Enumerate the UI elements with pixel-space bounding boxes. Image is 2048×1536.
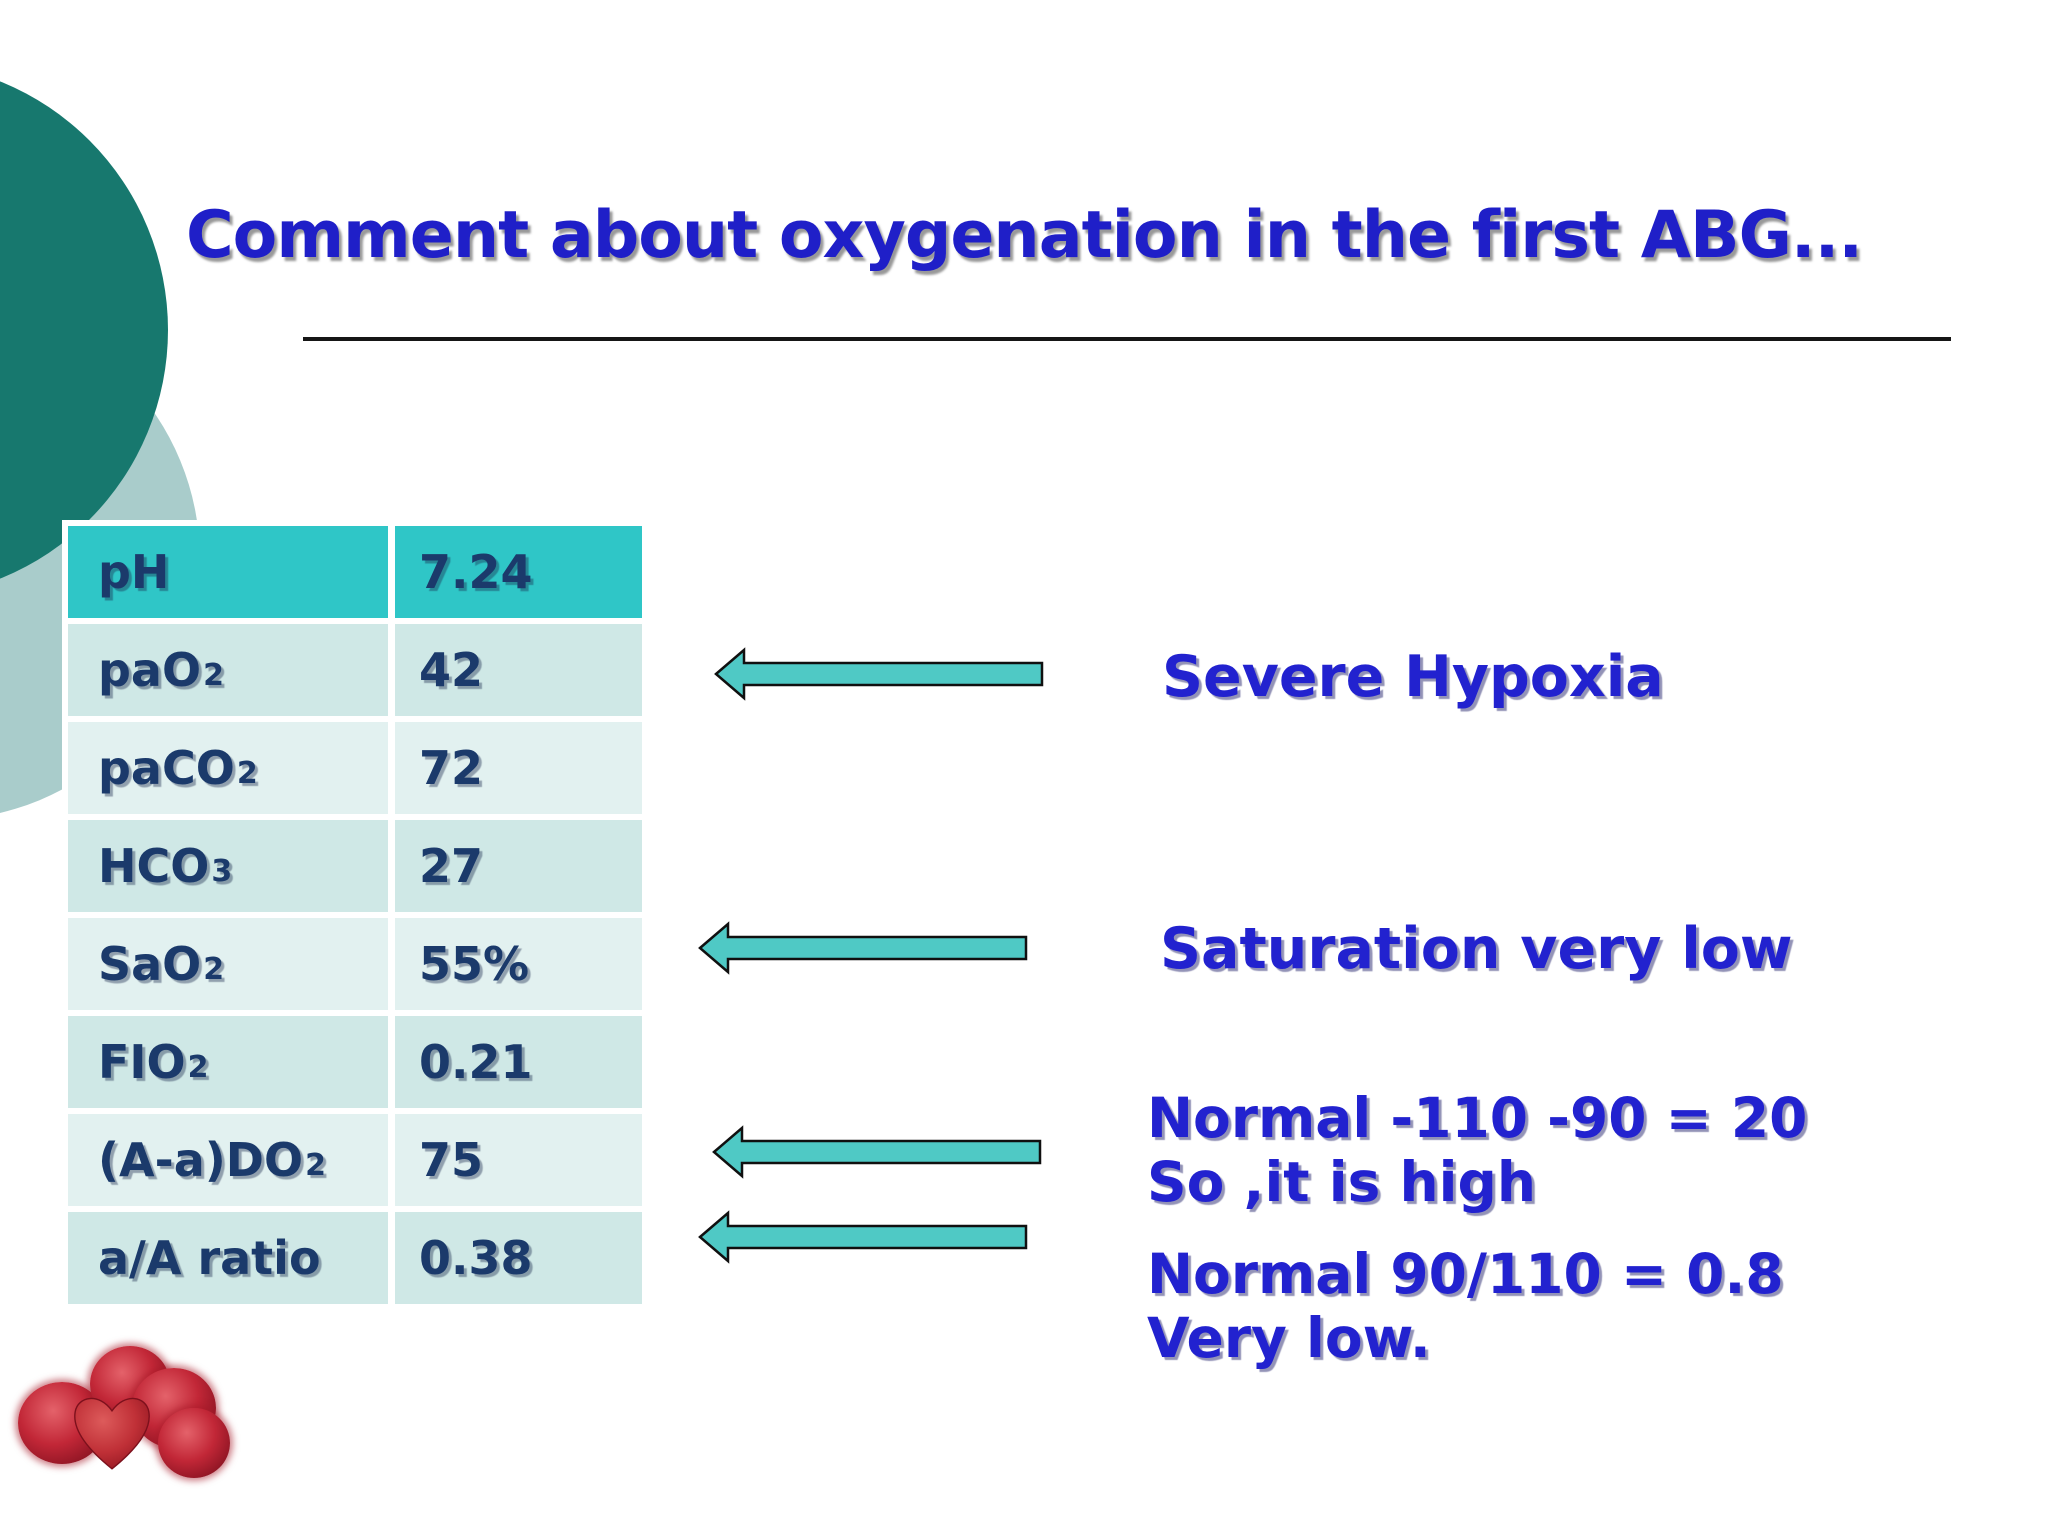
table-cell-value: 72 bbox=[395, 722, 642, 814]
table-cell-value: 27 bbox=[395, 820, 642, 912]
annotation-saturation-very-low: Saturation very low bbox=[1160, 916, 1793, 982]
page-title: Comment about oxygenation in the first A… bbox=[185, 198, 1863, 273]
heart-icon bbox=[74, 1397, 150, 1470]
abg-table: pH 7.24 paO 2 42 paCO 2 72 HCO 3 27 SaO 2 55… bbox=[62, 520, 648, 1310]
table-cell-value: 75 bbox=[395, 1114, 642, 1206]
table-cell-label: a/A ratio bbox=[68, 1212, 388, 1304]
left-arrow-icon bbox=[698, 1210, 1028, 1264]
left-arrow-icon bbox=[712, 1125, 1042, 1179]
table-cell-label: FIO 2 bbox=[68, 1016, 388, 1108]
annotation-ratio: Normal 90/110 = 0.8 Very low. bbox=[1147, 1242, 1784, 1370]
table-cell-value: 42 bbox=[395, 624, 642, 716]
table-cell-label: paCO 2 bbox=[68, 722, 388, 814]
table-cell-value: 0.38 bbox=[395, 1212, 642, 1304]
annotation-severe-hypoxia: Severe Hypoxia bbox=[1162, 644, 1664, 710]
title-underline bbox=[303, 337, 1951, 341]
table-cell-label: SaO 2 bbox=[68, 918, 388, 1010]
table-cell-label: paO 2 bbox=[68, 624, 388, 716]
heart-flowers-image bbox=[10, 1338, 250, 1498]
table-cell-value: 0.21 bbox=[395, 1016, 642, 1108]
table-cell-value: 7.24 bbox=[395, 526, 642, 618]
annotation-line: Normal -110 -90 = 20 bbox=[1147, 1086, 1808, 1150]
annotation-line: So ,it is high bbox=[1147, 1150, 1537, 1214]
annotation-aado2: Normal -110 -90 = 20 So ,it is high bbox=[1147, 1086, 1807, 1214]
table-cell-label: HCO 3 bbox=[68, 820, 388, 912]
annotation-line: Very low. bbox=[1147, 1306, 1431, 1370]
left-arrow-sao2 bbox=[698, 920, 1028, 976]
left-arrow-ratio bbox=[698, 1209, 1028, 1265]
left-arrow-icon bbox=[714, 647, 1044, 701]
table-cell-value: 55% bbox=[395, 918, 642, 1010]
left-arrow-pao2 bbox=[714, 646, 1044, 702]
left-arrow-icon bbox=[698, 921, 1028, 975]
annotation-line: Normal 90/110 = 0.8 bbox=[1147, 1242, 1784, 1306]
table-cell-label: (A-a)DO 2 bbox=[68, 1114, 388, 1206]
left-arrow-aado2 bbox=[712, 1124, 1042, 1180]
flower-pompom bbox=[158, 1408, 230, 1478]
table-cell-label: pH bbox=[68, 526, 388, 618]
